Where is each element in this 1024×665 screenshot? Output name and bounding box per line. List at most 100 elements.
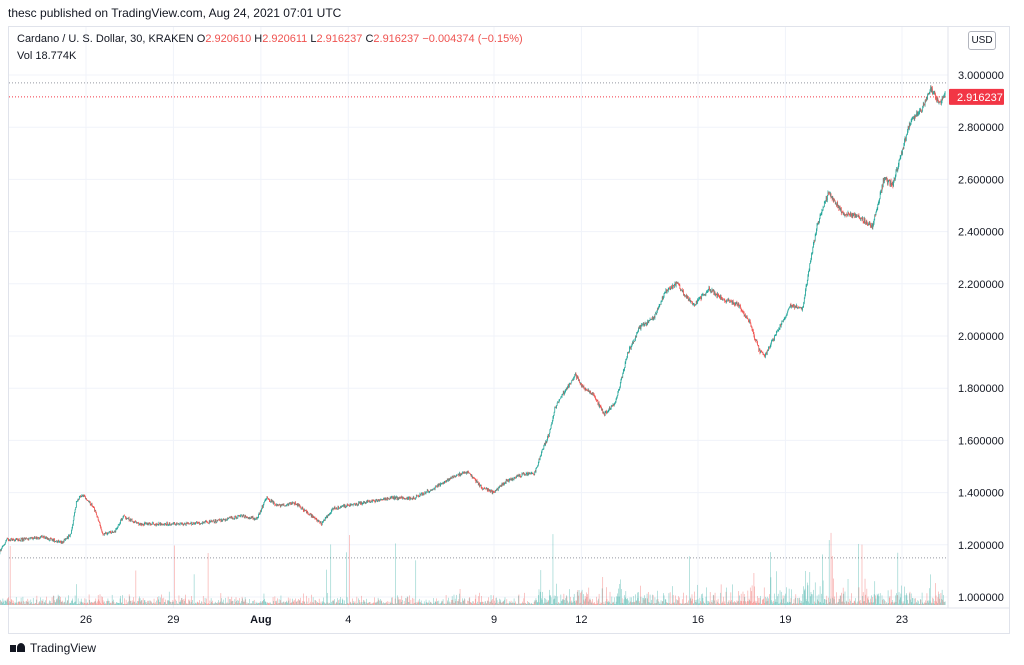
volume-bar <box>356 596 358 605</box>
volume-bar <box>774 593 775 605</box>
candle-body <box>415 497 417 499</box>
volume-bar <box>364 601 366 605</box>
volume-bar <box>610 603 612 605</box>
candle-body <box>374 500 375 502</box>
volume-bar <box>942 599 944 605</box>
volume-bar <box>317 602 319 605</box>
candle-body <box>436 486 437 487</box>
volume-bar <box>682 603 684 605</box>
candle-body <box>878 202 879 205</box>
candle-body <box>586 389 588 391</box>
candle-body <box>354 503 356 506</box>
candle-body <box>217 520 219 521</box>
candle-body <box>102 531 103 534</box>
candle-body <box>394 496 396 500</box>
candle-body <box>473 477 474 478</box>
candle-body <box>333 508 335 510</box>
volume-bar <box>406 598 407 605</box>
volume-bar <box>144 600 145 605</box>
y-tick-label: 2.200000 <box>958 279 1004 291</box>
candle-body <box>576 376 578 379</box>
candle-body <box>69 535 70 537</box>
candle-body <box>467 472 468 473</box>
volume-bar <box>692 603 694 605</box>
candle-body <box>191 522 193 525</box>
candle-body <box>828 192 829 194</box>
candle-body <box>621 377 623 379</box>
candle-body <box>432 489 434 491</box>
candle-body <box>550 428 551 430</box>
volume-bar <box>49 601 51 605</box>
volume-bar <box>757 602 759 605</box>
candle-body <box>787 309 789 312</box>
currency-button[interactable]: USD <box>968 31 996 50</box>
candle-body <box>844 213 845 216</box>
candle-body <box>190 523 191 524</box>
volume-bar <box>790 602 791 605</box>
volume-bar <box>168 591 170 605</box>
candle-body <box>523 473 525 474</box>
volume-bar <box>496 600 498 605</box>
candle-body <box>86 498 87 501</box>
candle-body <box>440 483 441 486</box>
candle-body <box>664 292 665 294</box>
candle-body <box>464 472 465 474</box>
candle-body <box>33 538 35 539</box>
volume-bar <box>302 600 304 605</box>
candle-body <box>694 303 695 306</box>
volume-bar <box>745 602 747 605</box>
volume-bar <box>926 602 927 605</box>
candle-body <box>19 539 20 541</box>
candle-body <box>356 503 358 506</box>
volume-bar <box>475 594 477 605</box>
candle-body <box>328 514 330 515</box>
candle-body <box>387 498 389 499</box>
candle-body <box>880 190 882 194</box>
candle-body <box>895 175 896 180</box>
volume-bar <box>363 600 365 605</box>
candle-body <box>765 353 766 357</box>
volume-bar <box>473 601 474 605</box>
volume-bar <box>301 603 303 605</box>
candle-body <box>569 383 571 384</box>
volume-bar <box>722 603 724 605</box>
candle-body <box>862 217 863 220</box>
volume-bar <box>359 602 361 605</box>
candle-body <box>744 314 746 317</box>
volume-bar <box>362 603 363 605</box>
candle-body <box>347 504 349 506</box>
volume-bar <box>160 597 162 605</box>
volume-bar <box>804 590 805 605</box>
volume-bar <box>72 598 73 605</box>
volume-bar <box>245 599 247 605</box>
candle-body <box>204 522 205 524</box>
volume-bar <box>848 603 850 605</box>
volume-bar <box>398 599 400 605</box>
volume-bar <box>680 603 681 605</box>
candle-body <box>673 286 675 288</box>
tradingview-logo[interactable]: TradingView <box>10 641 96 655</box>
volume-bar <box>267 602 268 605</box>
tradingview-logo-icon <box>10 643 25 653</box>
volume-bar <box>442 599 444 605</box>
volume-bar <box>113 602 115 605</box>
candle-body <box>605 410 607 412</box>
volume-bar <box>329 602 330 605</box>
volume-bar <box>384 603 386 605</box>
candle-body <box>848 212 849 215</box>
volume-bar <box>943 594 944 605</box>
candle-body <box>430 489 431 492</box>
volume-bar <box>815 602 817 605</box>
volume-bar <box>474 603 475 605</box>
candle-body <box>464 472 466 474</box>
candle-body <box>267 498 269 499</box>
volume-bar <box>428 600 430 605</box>
volume-bar <box>198 602 199 605</box>
candle-body <box>468 471 469 474</box>
candle-body <box>798 307 800 308</box>
volume-bar <box>478 603 480 605</box>
volume-bar <box>551 603 553 605</box>
candle-body <box>536 468 537 469</box>
candle-body <box>808 270 810 272</box>
